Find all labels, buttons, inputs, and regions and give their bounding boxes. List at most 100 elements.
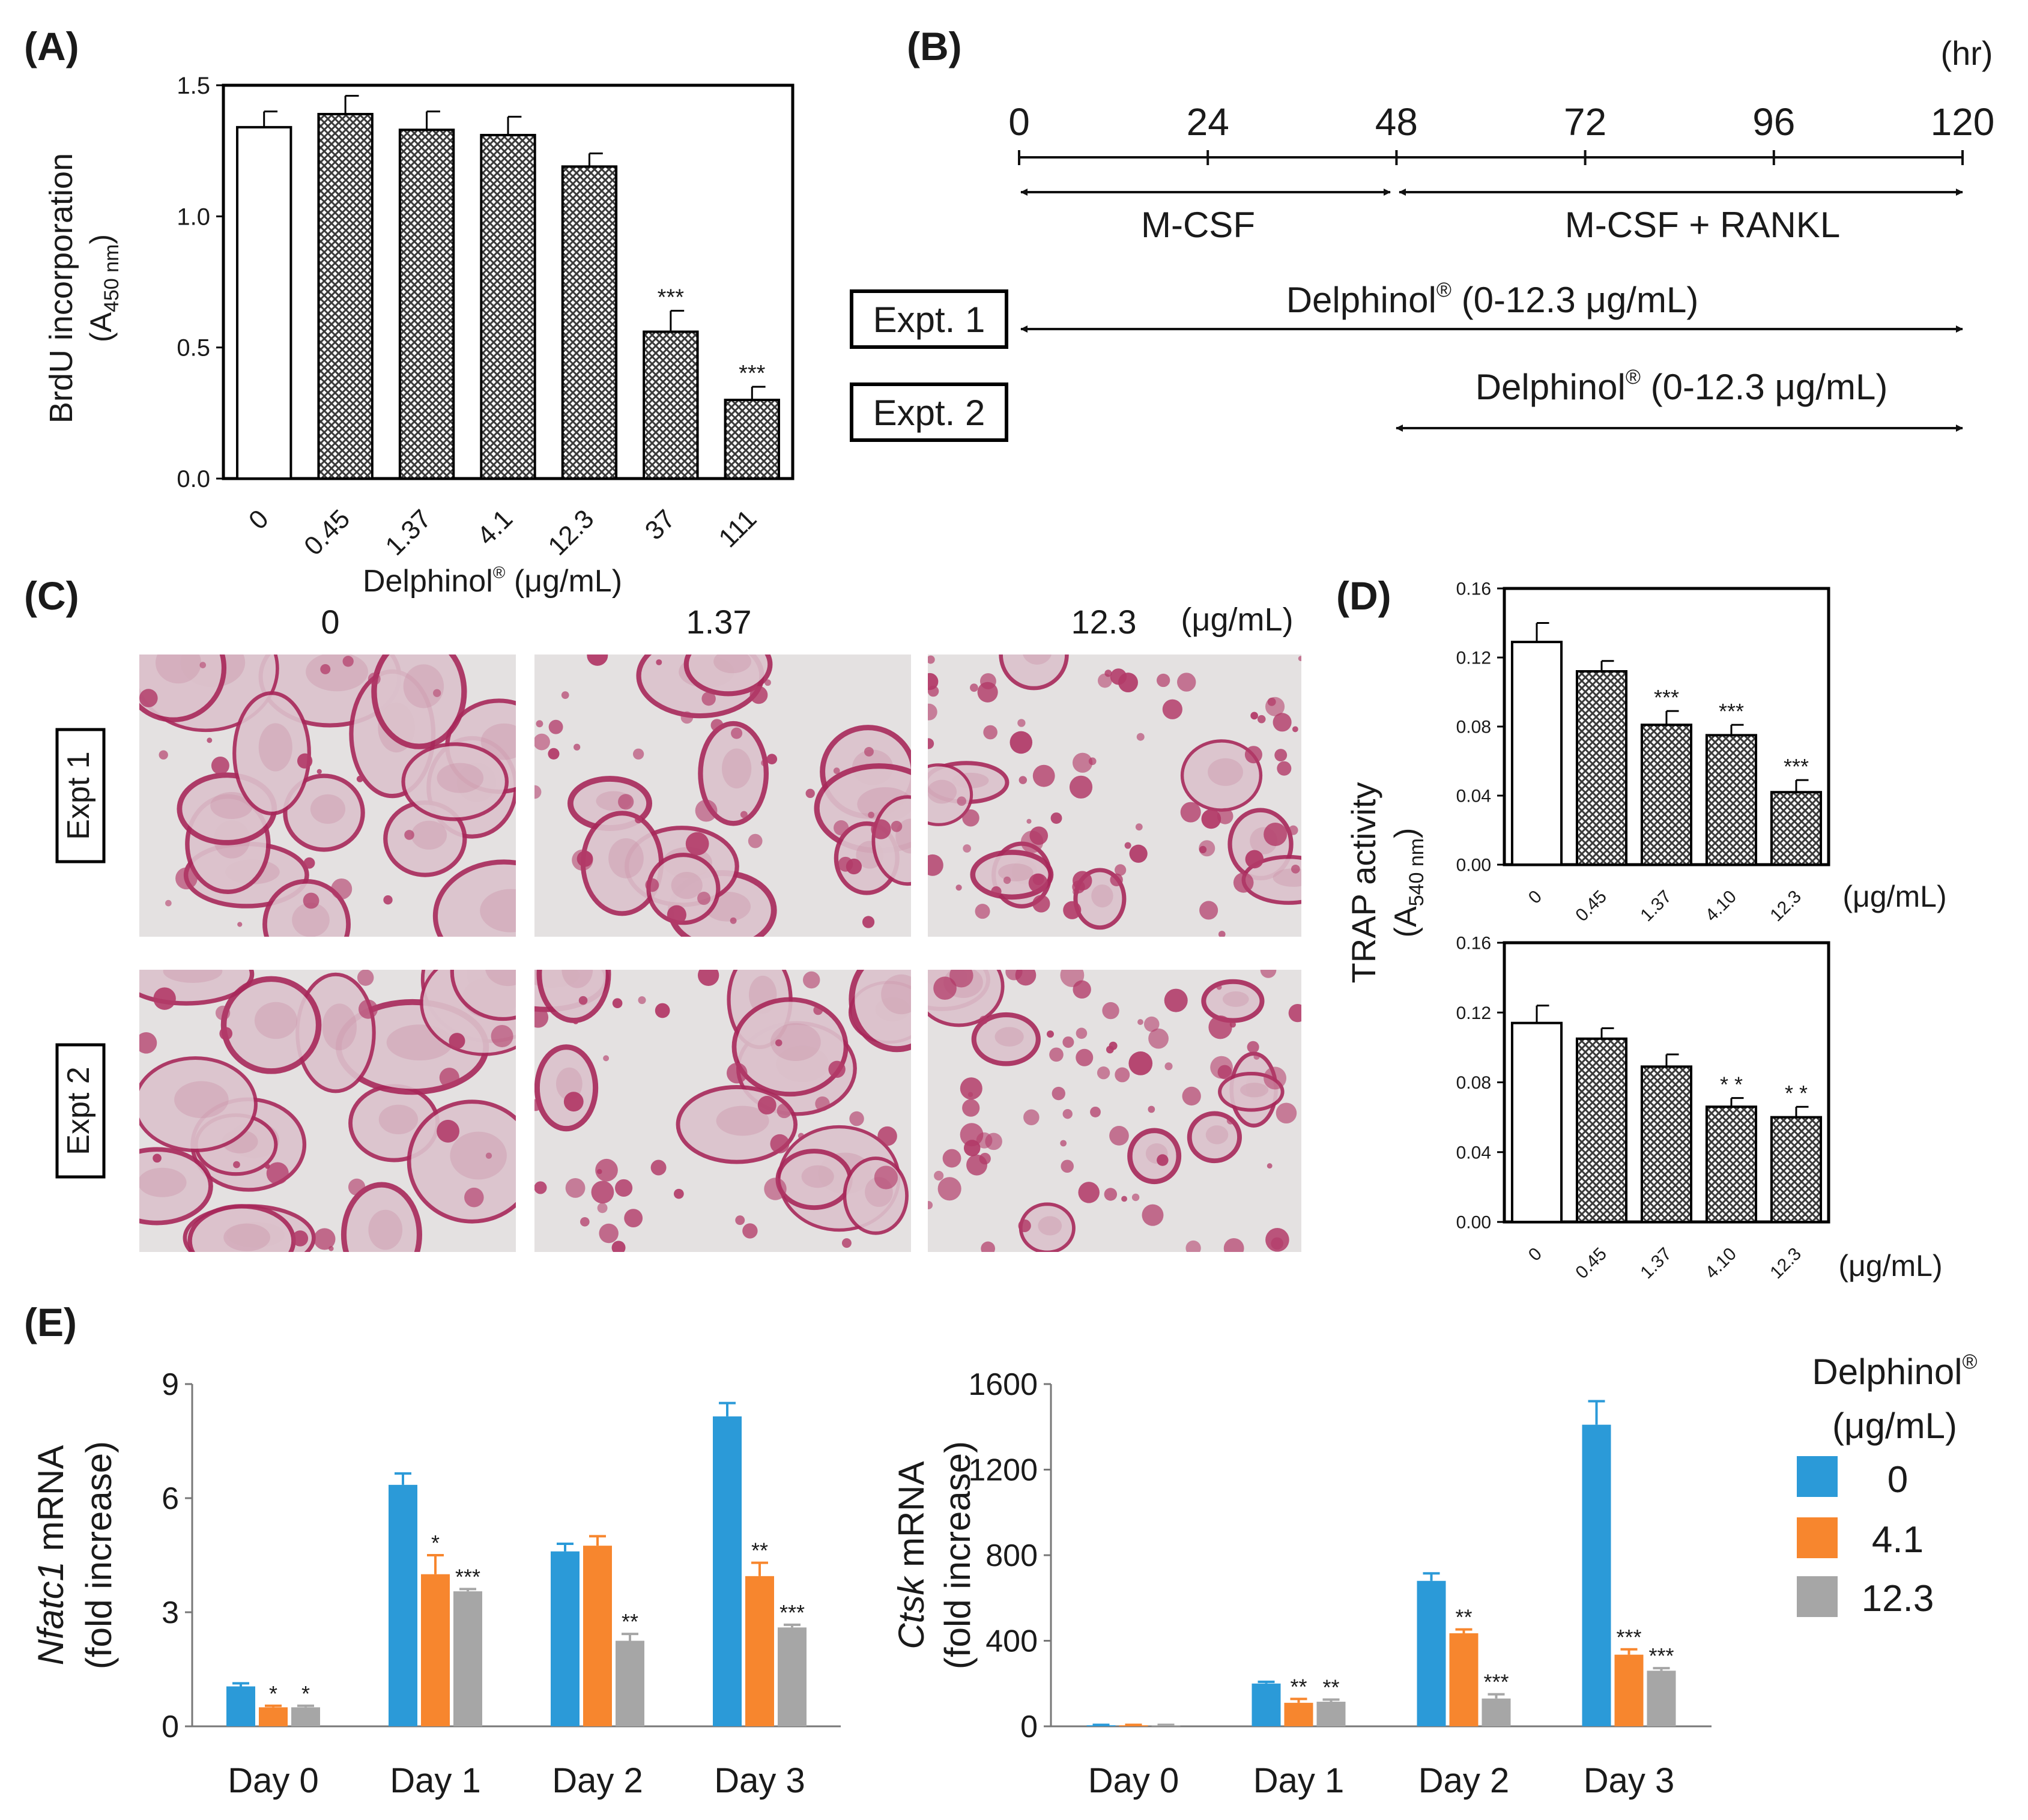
- stained-particle: [748, 833, 763, 848]
- stained-particle: [536, 720, 543, 728]
- bar-series-0: [713, 1416, 742, 1726]
- x-tick-label: 12.3: [542, 504, 599, 561]
- cell-nucleus-area: [994, 1027, 1024, 1047]
- stained-particle: [572, 1018, 579, 1024]
- stained-particle: [1274, 749, 1288, 762]
- micrograph-row-label-2: Expt 2: [61, 1066, 96, 1155]
- stained-particle: [645, 878, 659, 892]
- y-tick-label: 9: [162, 1367, 179, 1402]
- stained-particle: [1109, 1126, 1129, 1146]
- chart-d-ylabel-unit: (A540 nm): [1388, 828, 1428, 938]
- stained-particle: [1148, 1028, 1169, 1049]
- stained-particle: [159, 750, 168, 760]
- stained-particle: [342, 656, 354, 667]
- stained-particle: [1017, 719, 1026, 727]
- bar: [724, 399, 780, 480]
- stained-particle: [955, 884, 962, 891]
- stained-particle: [1218, 931, 1226, 937]
- stained-cell: [928, 763, 973, 826]
- x-category-label: Day 3: [1584, 1761, 1675, 1800]
- stained-particle: [1217, 808, 1233, 824]
- stained-particle: [805, 788, 815, 798]
- stained-cell: [139, 1147, 213, 1226]
- y-tick-label: 0.00: [1456, 856, 1491, 875]
- x-category-label: Day 1: [390, 1761, 481, 1800]
- stained-particle: [1164, 1062, 1173, 1071]
- stained-particle: [624, 1209, 643, 1228]
- stained-particle: [485, 1152, 492, 1159]
- stained-particle: [328, 1246, 334, 1251]
- stained-particle: [1110, 873, 1123, 886]
- bar-series-1: [1284, 1702, 1313, 1726]
- stained-particle: [313, 1228, 336, 1250]
- stained-particle: [834, 820, 849, 836]
- bar: [1510, 1021, 1563, 1223]
- stained-particle: [928, 655, 935, 664]
- expt1-label: Expt. 1: [873, 300, 985, 340]
- stained-particle: [548, 719, 563, 734]
- x-tick-label: 0.45: [1572, 1244, 1611, 1283]
- stained-particle: [650, 1159, 667, 1176]
- micrograph-col-label-0: 0: [321, 603, 339, 641]
- stained-particle: [165, 899, 172, 907]
- stained-cell: [849, 970, 911, 1053]
- stained-particle: [1115, 1067, 1130, 1083]
- chart-d2-x-unit: (μg/mL): [1838, 1249, 1942, 1283]
- bar-series-2: [1316, 1702, 1346, 1726]
- stained-particle: [357, 970, 374, 986]
- stained-particle: [1137, 1019, 1143, 1025]
- stained-particle: [597, 1203, 608, 1214]
- cell-nucleus-area: [1240, 1083, 1269, 1098]
- chart-a-xlabel: Delphinol® (μg/mL): [363, 563, 622, 599]
- stained-particle: [933, 976, 957, 1000]
- stained-particle: [991, 886, 1002, 897]
- stained-particle: [849, 1111, 864, 1126]
- stained-particle: [656, 659, 662, 665]
- cell-nucleus-area: [561, 970, 593, 988]
- micrograph-row-label-box-1: [55, 728, 106, 863]
- bar: [1770, 1116, 1823, 1223]
- y-tick-label: 1.0: [177, 204, 210, 230]
- stained-particle: [292, 1230, 309, 1247]
- bar-series-2: [1647, 1670, 1676, 1726]
- cell-nucleus-area: [555, 1067, 583, 1101]
- x-tick-label: 1.37: [1636, 1244, 1675, 1283]
- legend-swatch-41: [1797, 1517, 1838, 1558]
- stained-particle: [1060, 1140, 1067, 1147]
- phase2-label: M-CSF + RANKL: [1565, 205, 1840, 245]
- bar-series-0: [1252, 1683, 1281, 1726]
- stained-particle: [962, 1099, 980, 1117]
- stained-particle: [697, 891, 711, 905]
- stained-particle: [632, 748, 644, 760]
- stained-particle: [960, 1077, 982, 1100]
- stained-particle: [1032, 895, 1050, 913]
- stained-particle: [871, 819, 891, 839]
- bar: [317, 113, 374, 480]
- x-category-label: Day 2: [1418, 1761, 1510, 1800]
- treatment2-label: Delphinol® (0-12.3 μg/mL): [1476, 366, 1888, 407]
- stained-cell: [262, 878, 351, 937]
- bar: [1575, 1037, 1628, 1223]
- stained-particle: [1217, 1065, 1232, 1080]
- x-tick-label: 0: [1525, 887, 1546, 908]
- timeline-tick-label: 0: [1008, 100, 1030, 144]
- stained-particle: [1104, 1188, 1118, 1201]
- stained-particle: [597, 1168, 602, 1175]
- stained-particle: [928, 673, 939, 691]
- stained-particle: [1226, 1116, 1235, 1125]
- y-tick-label: 0.16: [1456, 579, 1491, 599]
- stained-particle: [1199, 845, 1207, 854]
- micrograph-col-label-137: 1.37: [686, 603, 752, 641]
- cell-nucleus-area: [713, 655, 751, 674]
- stained-particle: [1185, 1240, 1201, 1252]
- stained-particle: [574, 743, 581, 751]
- stained-particle: [841, 1238, 852, 1248]
- significance-marker: **: [1455, 1605, 1472, 1630]
- stained-particle: [655, 1003, 670, 1018]
- x-tick-label: 0.45: [1572, 887, 1611, 926]
- cell-nucleus-area: [210, 791, 253, 819]
- stained-particle: [1288, 825, 1298, 835]
- stained-particle: [1076, 1027, 1088, 1039]
- stained-cell: [220, 976, 322, 1074]
- stained-particle: [1050, 812, 1062, 824]
